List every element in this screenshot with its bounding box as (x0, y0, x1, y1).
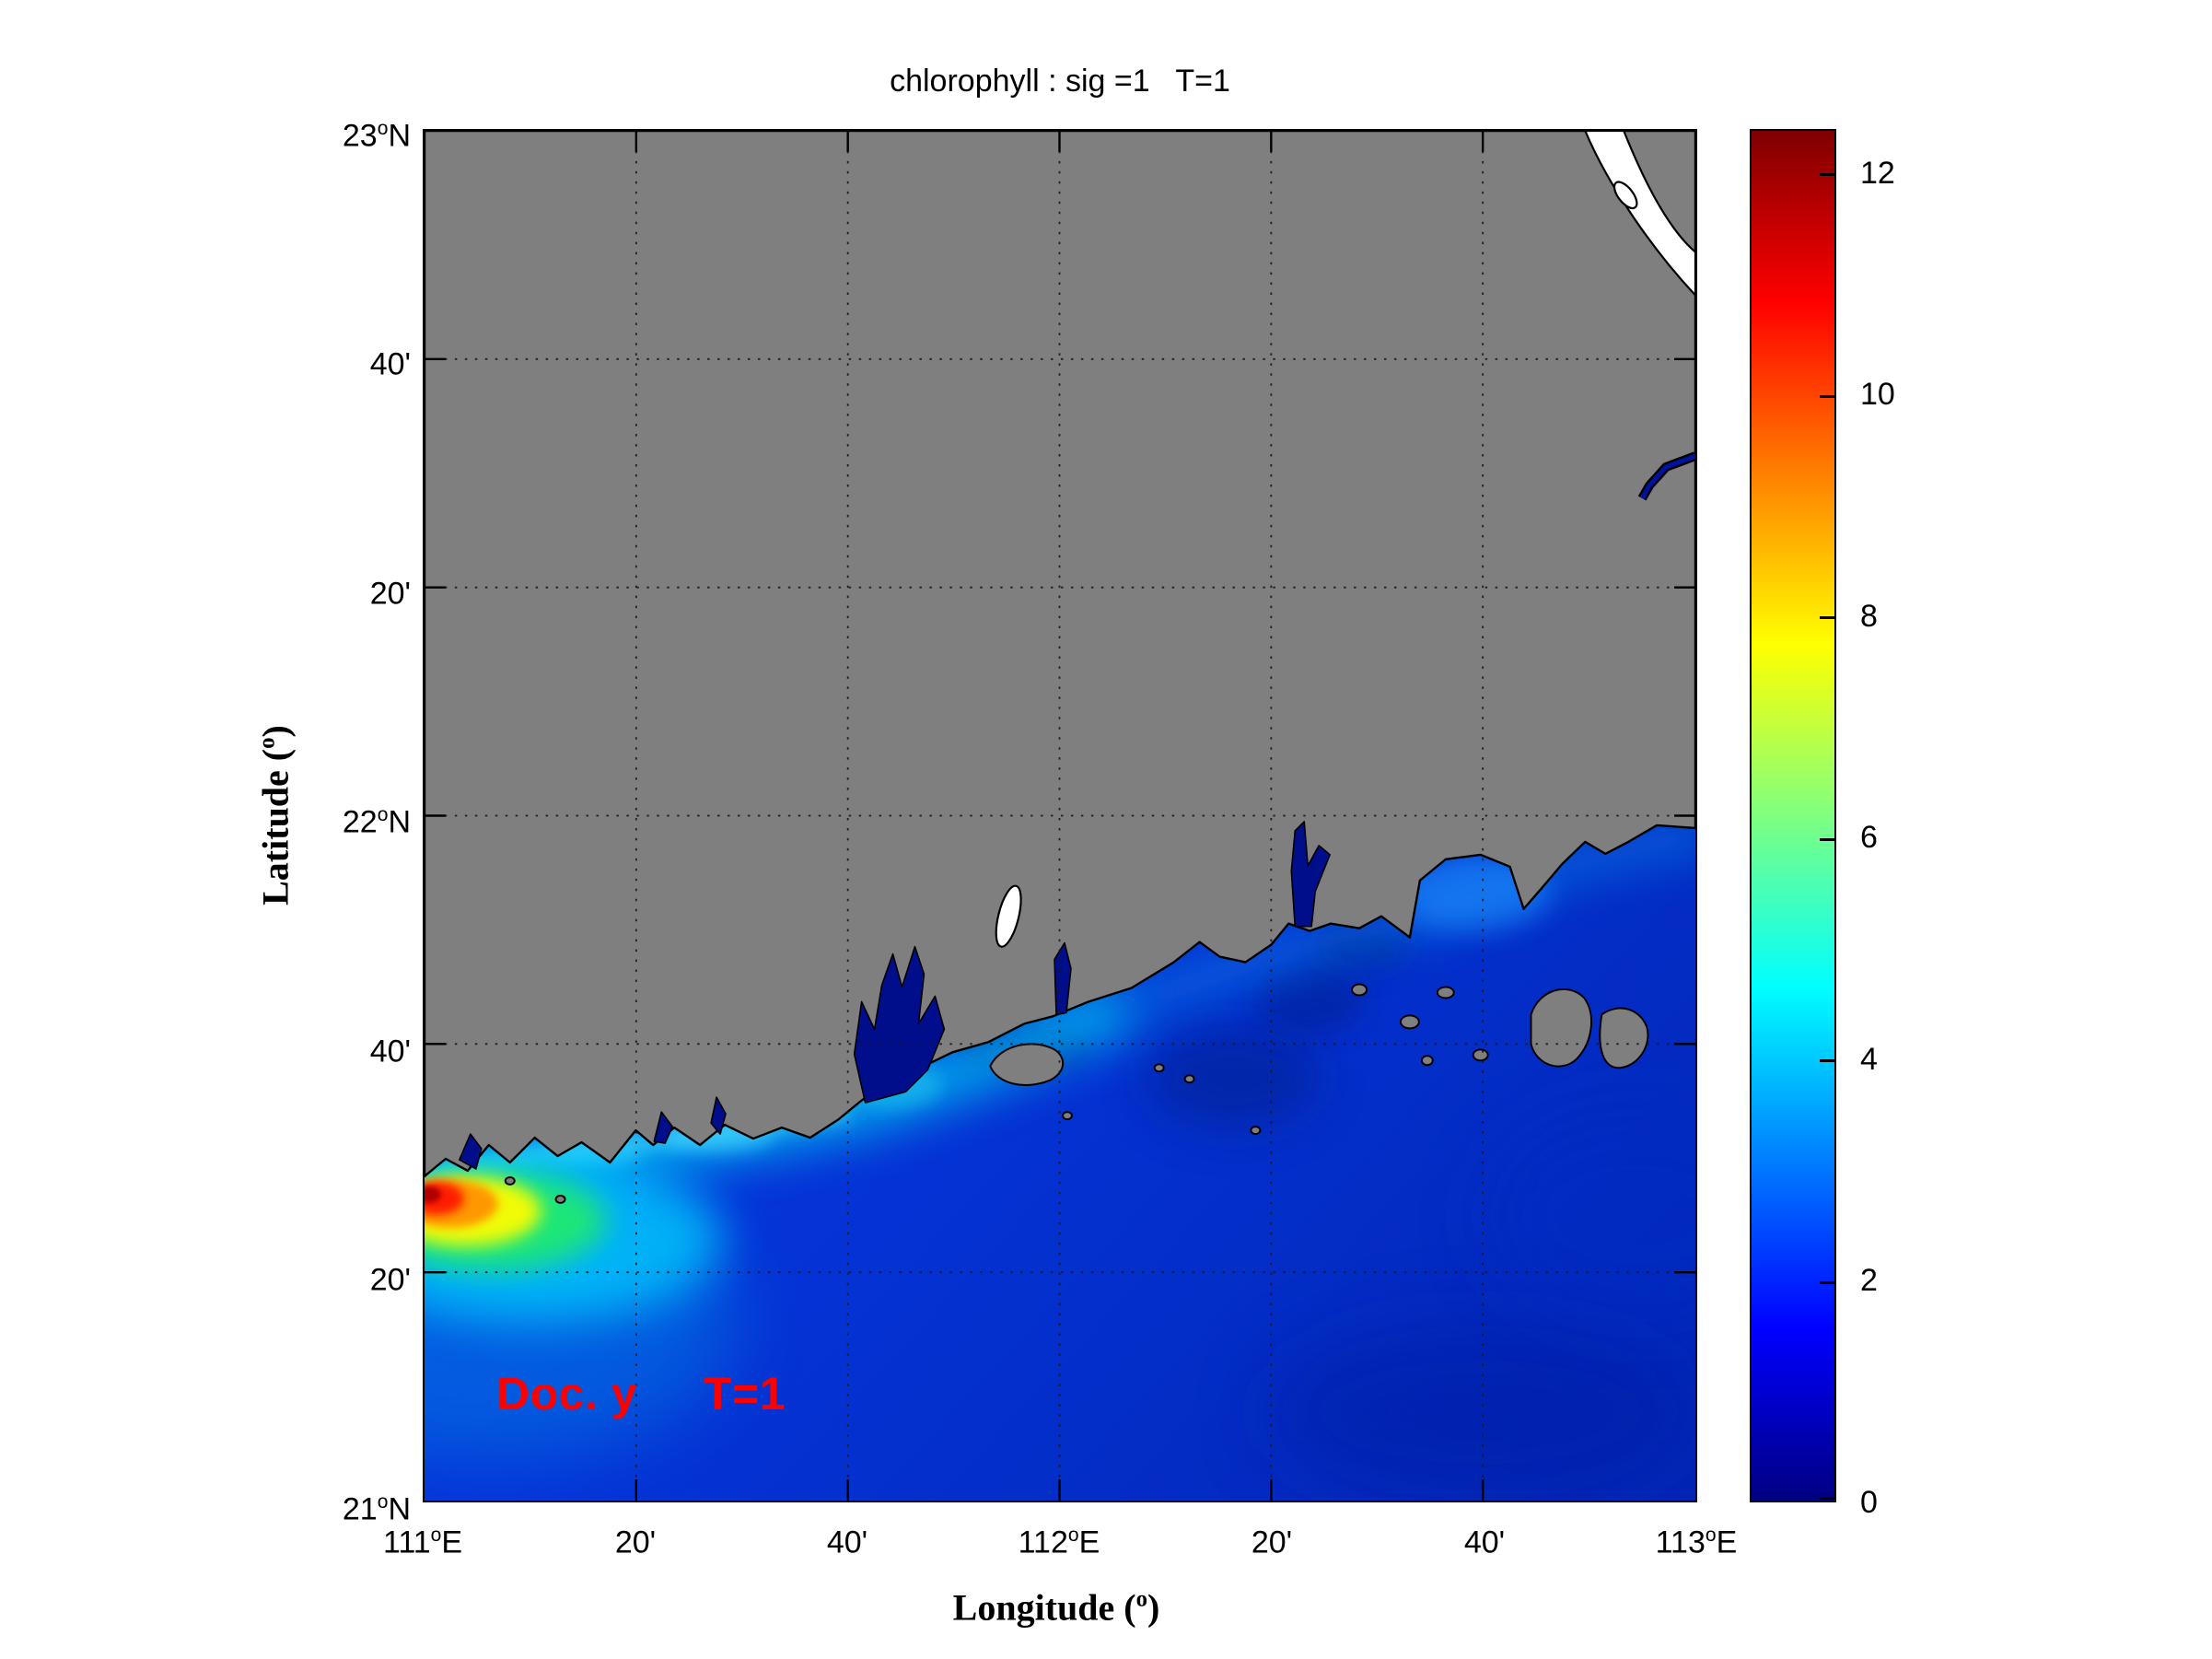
land-mass (425, 131, 1695, 1178)
x-tick-113E: 113oE (1655, 1525, 1738, 1560)
colorbar-tick-12: 12 (1860, 156, 1895, 191)
y-tick-23N: 23oN (342, 118, 411, 154)
white-islet-channel (1612, 181, 1638, 210)
x-tick-112E20: 20' (1251, 1525, 1293, 1560)
x-tick-111E20: 20' (614, 1525, 657, 1560)
colorbar-tickmark (1820, 1281, 1834, 1284)
colorbar-tick-4: 4 (1860, 1042, 1878, 1077)
colorbar-tickmark (1820, 395, 1834, 398)
colorbar-tickmark (1820, 173, 1834, 176)
colorbar-tick-0: 0 (1860, 1485, 1878, 1520)
colorbar-tickmark (1820, 616, 1834, 619)
y-tick-21N20: 20' (369, 1262, 411, 1298)
estuary-inlets (459, 821, 1331, 1170)
colorbar-tick-2: 2 (1860, 1263, 1878, 1298)
x-tick-112E: 112oE (1018, 1525, 1100, 1560)
map-canvas (425, 131, 1695, 1501)
colorbar-tickmark (1820, 1059, 1834, 1062)
colorbar-tickmark (1820, 838, 1834, 841)
x-tick-112E40: 40' (1463, 1525, 1506, 1560)
colorbar-tick-8: 8 (1860, 599, 1878, 634)
axis-tick-marks (425, 131, 1695, 1501)
x-axis-label: Longitude (o) (952, 1586, 1160, 1629)
colorbar-tickmark (1820, 1497, 1834, 1500)
colorbar (1750, 129, 1836, 1502)
white-island (995, 884, 1022, 948)
map-annotation: Doc. y T=1 (496, 1368, 786, 1419)
y-axis-label: Latitude (o) (254, 725, 297, 905)
plot-area: Doc. y T=1 (423, 129, 1697, 1502)
y-tick-21N40: 40' (369, 1034, 411, 1069)
y-tick-22N20: 20' (369, 576, 411, 612)
x-tick-111E40: 40' (826, 1525, 868, 1560)
river-northeast (1637, 451, 1695, 501)
figure-title: chlorophyll : sig =1 T=1 (890, 64, 1230, 99)
y-tick-22N40: 40' (369, 346, 411, 382)
white-river-channel (1584, 131, 1695, 298)
white-features (995, 131, 1695, 948)
chlorophyll-hotspot (425, 1153, 737, 1459)
x-tick-111E: 111oE (382, 1525, 463, 1560)
y-tick-22N: 22oN (342, 804, 411, 840)
y-tick-21N: 21oN (342, 1491, 411, 1527)
colorbar-tick-6: 6 (1860, 820, 1878, 855)
islands (504, 983, 1649, 1204)
colorbar-tick-10: 10 (1860, 377, 1895, 412)
